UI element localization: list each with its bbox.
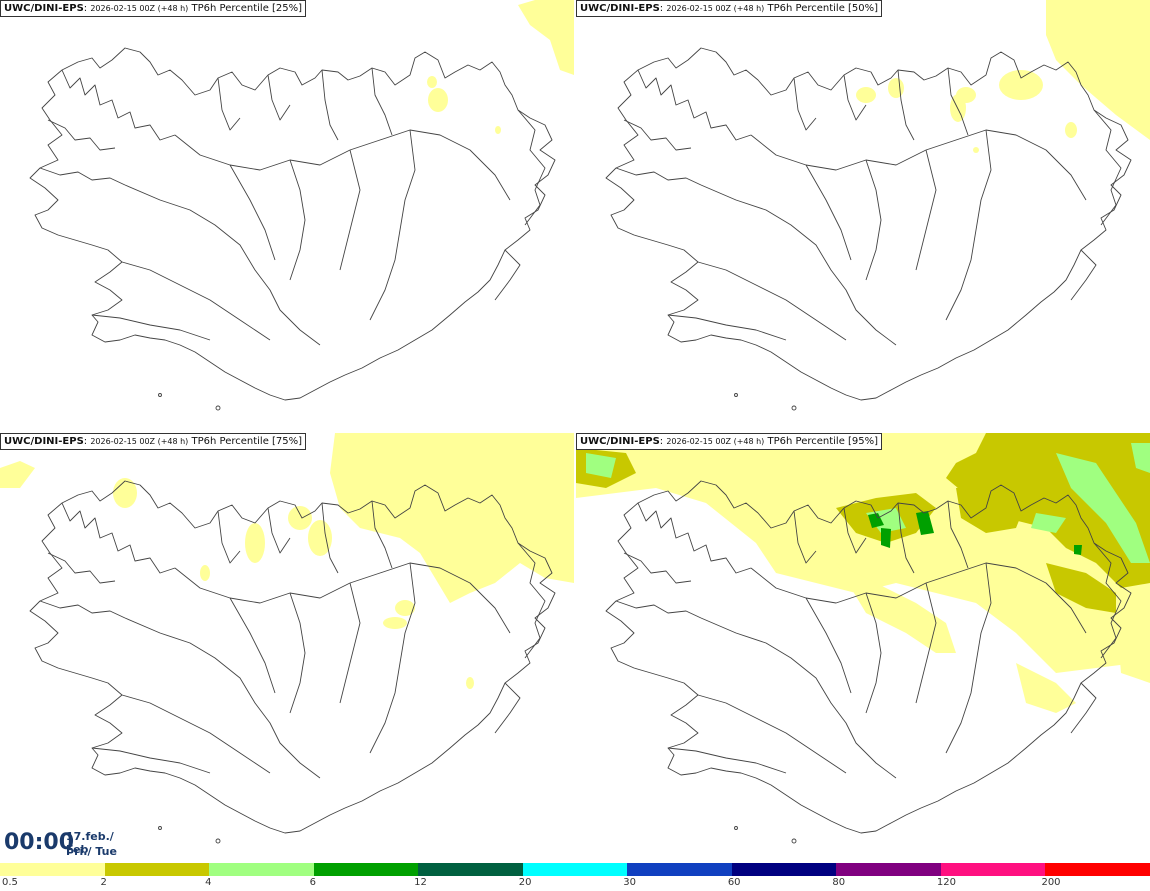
panel-title: UWC/DINI-EPS: 2026-02-15 00Z (+48 h) TP6… bbox=[576, 0, 883, 17]
legend-swatch bbox=[418, 863, 524, 876]
model-name: UWC/DINI-EPS bbox=[4, 3, 84, 14]
product-name: TP6h Percentile [25%] bbox=[191, 3, 303, 14]
panel-title: UWC/DINI-EPS: 2026-02-15 00Z (+48 h) TP6… bbox=[0, 0, 307, 17]
legend-tick-label: 6 bbox=[309, 877, 316, 888]
product-name: TP6h Percentile [50%] bbox=[767, 3, 879, 14]
iceland-map bbox=[605, 0, 1150, 411]
precipitation-legend: 0.5 2 4 6 12 20 30 60 80 120 200 bbox=[0, 863, 1150, 891]
legend-swatch bbox=[522, 863, 628, 876]
legend-swatch bbox=[313, 863, 419, 876]
panel-title: UWC/DINI-EPS: 2026-02-15 00Z (+48 h) TP6… bbox=[0, 433, 307, 450]
legend-tick-label: 80 bbox=[832, 877, 846, 888]
map-panel-p95: UWC/DINI-EPS: 2026-02-15 00Z (+48 h) TP6… bbox=[576, 433, 1150, 863]
legend-swatch bbox=[209, 863, 315, 876]
run-info: 2026-02-15 00Z (+48 h) bbox=[90, 4, 189, 13]
map-panel-p75: UWC/DINI-EPS: 2026-02-15 00Z (+48 h) TP6… bbox=[0, 433, 574, 863]
legend-tick-label: 2 bbox=[100, 877, 107, 888]
legend-tick-label: 20 bbox=[518, 877, 532, 888]
legend-tick-label: 4 bbox=[205, 877, 212, 888]
legend-swatch bbox=[1045, 863, 1150, 876]
product-name: TP6h Percentile [75%] bbox=[191, 436, 303, 447]
legend-swatch bbox=[0, 863, 105, 876]
legend-tick-label: 60 bbox=[727, 877, 741, 888]
map-panel-p50: UWC/DINI-EPS: 2026-02-15 00Z (+48 h) TP6… bbox=[576, 0, 1150, 430]
legend-swatch bbox=[731, 863, 837, 876]
legend-tick-label: 12 bbox=[414, 877, 427, 888]
legend-tick-label: 200 bbox=[1041, 877, 1061, 888]
iceland-map bbox=[0, 433, 574, 844]
legend-swatch bbox=[940, 863, 1046, 876]
model-name: UWC/DINI-EPS bbox=[580, 436, 660, 447]
map-panel-p25: UWC/DINI-EPS: 2026-02-15 00Z (+48 h) TP6… bbox=[0, 0, 574, 430]
run-info: 2026-02-15 00Z (+48 h) bbox=[90, 437, 189, 446]
iceland-map bbox=[576, 433, 1150, 844]
panel-title: UWC/DINI-EPS: 2026-02-15 00Z (+48 h) TP6… bbox=[576, 433, 883, 450]
run-info: 2026-02-15 00Z (+48 h) bbox=[666, 4, 765, 13]
legend-swatch bbox=[627, 863, 733, 876]
model-name: UWC/DINI-EPS bbox=[4, 436, 84, 447]
valid-time-box: 00:00 17.feb./ Feb Þri./ Tue bbox=[0, 826, 138, 862]
legend-tick-label: 30 bbox=[623, 877, 636, 888]
legend-tick-label: 0.5 bbox=[2, 877, 18, 888]
valid-time: 00:00 bbox=[4, 830, 75, 855]
product-name: TP6h Percentile [95%] bbox=[767, 436, 879, 447]
legend-tick-label: 120 bbox=[936, 877, 956, 888]
model-name: UWC/DINI-EPS bbox=[580, 3, 660, 14]
legend-swatch bbox=[836, 863, 942, 876]
valid-date: 17.feb./ Feb bbox=[66, 830, 114, 856]
legend-swatch bbox=[104, 863, 210, 876]
iceland-map bbox=[29, 0, 574, 411]
valid-day: Þri./ Tue bbox=[66, 845, 117, 858]
run-info: 2026-02-15 00Z (+48 h) bbox=[666, 437, 765, 446]
